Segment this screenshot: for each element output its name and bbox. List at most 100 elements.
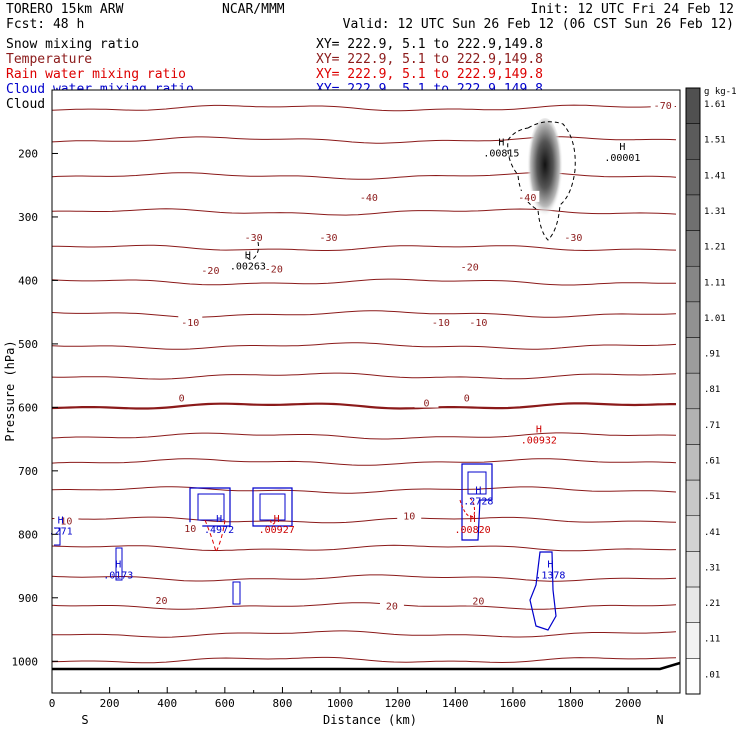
y-tick-label: 400: [18, 274, 38, 287]
colorbar-label: 1.31: [704, 207, 726, 217]
colorbar-label: .11: [704, 635, 720, 645]
y-axis-label: Pressure (hPa): [3, 340, 17, 441]
forecast-hour: Fcst: 48 h: [6, 17, 84, 32]
snow-shading: [527, 118, 563, 222]
colorbar-swatch: [685, 586, 701, 623]
rain-water-contour: [269, 519, 277, 525]
colorbar-swatch: [685, 123, 701, 160]
colorbar-swatch: [685, 301, 701, 338]
temperature-label: 20: [386, 602, 398, 613]
temperature-contour: [51, 104, 676, 112]
x-axis-label: Distance (km): [323, 713, 417, 727]
maximum-value: .1378: [535, 571, 565, 582]
maximum-marker: H: [470, 514, 476, 525]
temperature-contour: [51, 402, 676, 410]
maximum-marker: H: [536, 425, 542, 436]
x-tick-label: 600: [215, 697, 235, 710]
colorbar-label: 1.11: [704, 278, 726, 288]
colorbar-label: 1.61: [704, 100, 726, 110]
colorbar-label: .51: [704, 492, 720, 502]
colorbar-swatch: [685, 230, 701, 267]
temperature-label: -20: [201, 266, 219, 277]
cloud-water-contour: [197, 493, 225, 521]
rain-water-contour: [204, 519, 226, 554]
label-backdrop: [457, 260, 482, 272]
temperature-label: 10: [60, 517, 72, 528]
temperature-contour: [52, 244, 677, 252]
colorbar-label: .91: [704, 350, 720, 360]
maximum-marker: H: [498, 138, 504, 149]
temperature-contour: [51, 602, 677, 610]
x-tick-label: 800: [273, 697, 293, 710]
temperature-label: 0: [179, 393, 185, 404]
y-tick-label: 1000: [12, 655, 39, 668]
temperature-label: -30: [564, 233, 582, 244]
colorbar-frame: [685, 87, 701, 695]
temperature-label: 10: [184, 524, 196, 535]
colorbar-label: .21: [704, 599, 720, 609]
colorbar-swatch: [685, 87, 701, 124]
colorbar-label: 1.01: [704, 314, 726, 324]
y-axis: 200 300 400 500 600 700 800 900 1000: [12, 147, 58, 668]
label-backdrop: [149, 593, 174, 605]
temperature-contour: [51, 630, 677, 638]
header: TORERO 15km ARW Fcst: 48 h NCAR/MMM Init…: [6, 2, 734, 32]
temperature-contour: [51, 486, 677, 494]
label-backdrop: [178, 522, 203, 534]
label-backdrop: [316, 230, 341, 242]
temperature-contour: [51, 278, 677, 286]
colorbar-swatch: [685, 551, 701, 588]
y-tick-label: 900: [18, 592, 38, 605]
y-tick-label: 300: [18, 211, 38, 224]
colorbar-swatch: [685, 622, 701, 659]
label-backdrop: [515, 190, 540, 202]
init-time: Init: 12 UTC Fri 24 Feb 12: [531, 2, 735, 17]
maximum-value: .00815: [483, 149, 519, 160]
colorbar-swatch: [685, 658, 701, 695]
snow-contour: [507, 121, 576, 241]
legend-entry: Rain water mixing ratio: [6, 67, 186, 82]
maximum-value: .00263: [230, 262, 266, 273]
temperature-label: 10: [403, 512, 415, 523]
colorbar-swatch: [685, 444, 701, 481]
colorbar-swatch: [685, 408, 701, 445]
valid-time: Valid: 12 UTC Sun 26 Feb 12 (06 CST Sun …: [343, 17, 734, 32]
ground-line: [52, 661, 681, 671]
temperature-label: -10: [181, 318, 199, 329]
colorbar-swatch: [685, 265, 701, 303]
rain-water-contour: [459, 497, 475, 518]
cloud-water-contour: [259, 493, 286, 521]
maximum-value: .2728: [463, 496, 493, 507]
maximum-value: .271: [49, 526, 73, 537]
label-backdrop: [356, 190, 381, 202]
colorbar-label: 1.41: [704, 171, 726, 181]
temperature-label: 0: [464, 393, 470, 404]
x-tick-label: 200: [100, 697, 120, 710]
label-backdrop: [561, 230, 586, 242]
cloud-water-contour: [529, 551, 557, 631]
maximum-marker: H: [547, 560, 553, 571]
x-tick-label: 2000: [615, 697, 642, 710]
temperature-contour: [51, 544, 677, 552]
colorbar-label: .71: [704, 421, 720, 431]
legend-entry: Snow mixing ratio: [6, 37, 139, 52]
label-backdrop: [169, 391, 194, 403]
legend-xy: XY= 222.9, 5.1 to 222.9,149.8: [316, 67, 543, 82]
y-tick-label: 200: [18, 147, 38, 160]
temperature-label: -40: [518, 193, 536, 204]
y-tick-label: 500: [18, 338, 38, 351]
cloud-water-contour: [189, 487, 231, 527]
temperature-contour: [51, 372, 677, 380]
label-backdrop: [379, 599, 404, 611]
temperature-label: -70: [654, 101, 672, 112]
maximum-marker: H: [475, 485, 481, 496]
cloud-water-contour: [467, 471, 487, 495]
temperature-label: -10: [432, 318, 450, 329]
x-tick-label: 1800: [557, 697, 584, 710]
temperature-contour: [51, 172, 677, 180]
colorbar: 1.61 1.51 1.41 1.31 1.21 1.11 1.01 .91 .81 .71 .61…: [685, 87, 726, 695]
label-backdrop: [198, 263, 223, 275]
maximum-marker: H: [216, 514, 222, 525]
